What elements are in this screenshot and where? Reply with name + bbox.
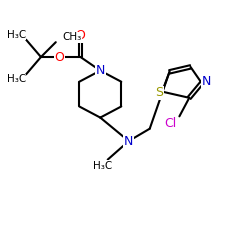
Text: N: N (124, 134, 134, 147)
Text: N: N (96, 64, 105, 77)
Text: O: O (54, 50, 64, 64)
Text: CH₃: CH₃ (62, 32, 81, 42)
Text: H₃C: H₃C (6, 30, 26, 40)
Text: O: O (76, 30, 86, 43)
Text: N: N (202, 75, 211, 88)
Text: H₃C: H₃C (6, 74, 26, 84)
Text: H₃C: H₃C (93, 161, 112, 171)
Text: S: S (155, 86, 163, 99)
Text: Cl: Cl (164, 117, 177, 130)
